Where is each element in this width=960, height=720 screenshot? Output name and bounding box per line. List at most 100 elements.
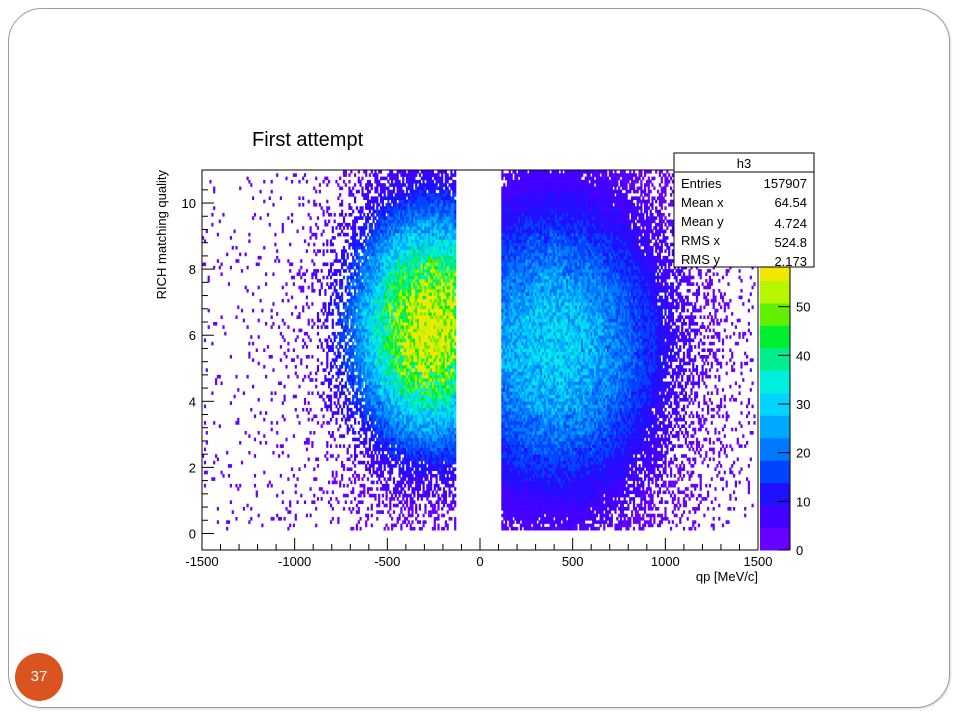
heatmap-cell [405, 265, 409, 270]
heatmap-cell [407, 232, 410, 237]
heatmap-cell [383, 411, 386, 415]
heatmap-cell [417, 464, 420, 468]
heatmap-cell [368, 444, 371, 448]
heatmap-cell [329, 249, 333, 253]
heatmap-cell [385, 490, 388, 495]
heatmap-cell [389, 374, 392, 379]
heatmap-cell [215, 381, 218, 386]
heatmap-cell [379, 348, 383, 352]
heatmap-cell [385, 279, 388, 283]
heatmap-cell [426, 348, 429, 352]
heatmap-cell [252, 341, 255, 346]
heatmap-cell [339, 282, 342, 286]
heatmap-cell [385, 328, 388, 333]
heatmap-cell [370, 368, 373, 372]
heatmap-cell [383, 206, 386, 210]
heatmap-cell [407, 441, 410, 445]
heatmap-cell [420, 196, 423, 200]
heatmap-cell [411, 209, 414, 214]
heatmap-cell [407, 275, 410, 280]
heatmap-cell [409, 179, 412, 184]
heatmap-cell [387, 219, 390, 224]
heatmap-cell [428, 265, 431, 270]
heatmap-cell [355, 411, 358, 415]
heatmap-cell [300, 265, 303, 270]
heatmap-cell [379, 447, 383, 452]
heatmap-cell [385, 305, 388, 310]
heatmap-cell [400, 259, 403, 263]
heatmap-cell [272, 368, 275, 372]
heatmap-cell [378, 252, 381, 257]
heatmap-cell [374, 460, 377, 465]
heatmap-cell [430, 368, 433, 372]
heatmap-cell [315, 414, 318, 419]
heatmap-cell [426, 259, 429, 263]
heatmap-cell [389, 361, 392, 366]
heatmap-cell [354, 305, 357, 310]
heatmap-cell [417, 219, 420, 224]
heatmap-cell [385, 394, 388, 399]
heatmap-cell [422, 292, 425, 296]
heatmap-cell [430, 292, 433, 296]
heatmap-cell [381, 470, 384, 475]
heatmap-cell [431, 275, 434, 280]
heatmap-cell [355, 242, 358, 247]
heatmap-cell [365, 315, 368, 319]
heatmap-cell [359, 441, 362, 445]
heatmap-cell [354, 454, 357, 458]
heatmap-cell [352, 437, 355, 442]
heatmap-cell [389, 404, 392, 409]
heatmap-cell [378, 282, 381, 286]
heatmap-cell [430, 374, 433, 379]
heatmap-cell [420, 411, 423, 415]
heatmap-cell [431, 259, 434, 263]
heatmap-cell [383, 434, 386, 438]
heatmap-cell [424, 249, 427, 253]
heatmap-cell [422, 493, 425, 498]
heatmap-cell [409, 232, 412, 237]
heatmap-cell [400, 170, 403, 174]
heatmap-cell [383, 246, 386, 250]
heatmap-cell [404, 229, 407, 234]
heatmap-cell [424, 427, 427, 432]
heatmap-cell [383, 467, 386, 471]
heatmap-cell [379, 315, 383, 319]
heatmap-cell [213, 206, 216, 210]
heatmap-cell [344, 394, 347, 399]
heatmap-cell [422, 490, 425, 495]
heatmap-cell [405, 464, 409, 468]
heatmap-cell [366, 312, 370, 316]
heatmap-cell [404, 368, 407, 372]
heatmap-cell [402, 450, 405, 455]
heatmap-cell [346, 407, 349, 412]
heatmap-cell [344, 325, 347, 329]
heatmap-cell [381, 421, 384, 425]
heatmap-cell [363, 341, 366, 346]
heatmap-cell [337, 401, 340, 405]
heatmap-cell [422, 411, 425, 415]
heatmap-cell [424, 417, 427, 422]
heatmap-cell [352, 282, 355, 286]
heatmap-cell [415, 365, 418, 369]
heatmap-cell [396, 325, 399, 329]
heatmap-cell [365, 348, 368, 352]
heatmap-cell [366, 249, 370, 253]
heatmap-cell [424, 358, 427, 362]
heatmap-cell [366, 196, 370, 200]
heatmap-cell [394, 295, 397, 300]
heatmap-cell [272, 322, 275, 326]
heatmap-cell [418, 216, 421, 220]
heatmap-cell [418, 173, 421, 177]
heatmap-cell [318, 183, 321, 187]
heatmap-cell [428, 365, 431, 369]
heatmap-cell [430, 315, 433, 319]
heatmap-cell [352, 322, 355, 326]
heatmap-cell [430, 196, 433, 200]
heatmap-cell [420, 388, 423, 392]
heatmap-cell [387, 255, 390, 260]
heatmap-cell [407, 249, 410, 253]
heatmap-cell [396, 312, 399, 316]
heatmap-cell [213, 322, 216, 326]
heatmap-cell [407, 246, 410, 250]
heatmap-cell [326, 249, 329, 253]
